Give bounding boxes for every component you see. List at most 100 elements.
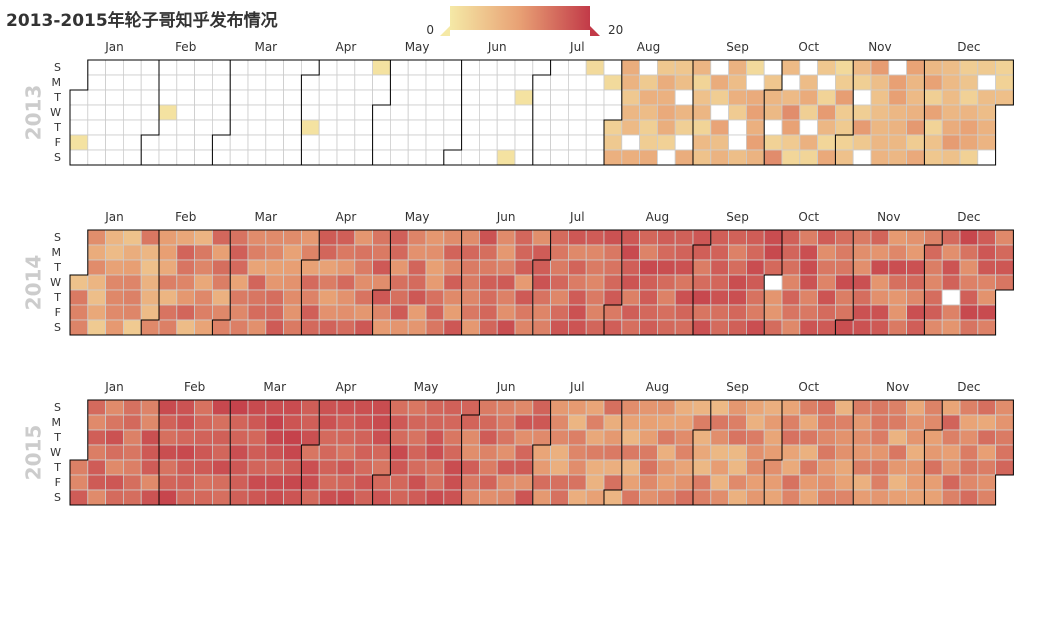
day-cell[interactable] bbox=[817, 489, 836, 506]
day-cell[interactable] bbox=[781, 244, 801, 261]
day-cell[interactable] bbox=[550, 59, 569, 76]
day-cell[interactable] bbox=[728, 229, 747, 246]
day-cell[interactable] bbox=[621, 134, 640, 151]
day-cell[interactable] bbox=[799, 289, 818, 306]
day-cell[interactable] bbox=[105, 304, 124, 321]
day-cell[interactable] bbox=[514, 414, 534, 431]
day-cell[interactable] bbox=[888, 459, 907, 476]
day-cell[interactable] bbox=[389, 289, 409, 306]
day-cell[interactable] bbox=[763, 399, 783, 416]
day-cell[interactable] bbox=[639, 429, 658, 446]
day-cell[interactable] bbox=[389, 244, 409, 261]
day-cell[interactable] bbox=[123, 459, 142, 476]
day-cell[interactable] bbox=[852, 399, 872, 416]
day-cell[interactable] bbox=[603, 489, 623, 506]
day-cell[interactable] bbox=[300, 474, 320, 491]
day-cell[interactable] bbox=[461, 119, 480, 136]
day-cell[interactable] bbox=[959, 444, 979, 461]
day-cell[interactable] bbox=[514, 474, 534, 491]
day-cell[interactable] bbox=[888, 414, 907, 431]
day-cell[interactable] bbox=[87, 399, 107, 416]
day-cell[interactable] bbox=[817, 229, 836, 246]
day-cell[interactable] bbox=[906, 229, 925, 246]
day-cell[interactable] bbox=[781, 274, 801, 291]
day-cell[interactable] bbox=[532, 289, 551, 306]
day-cell[interactable] bbox=[158, 319, 178, 336]
day-cell[interactable] bbox=[977, 149, 996, 166]
day-cell[interactable] bbox=[229, 259, 249, 276]
day-cell[interactable] bbox=[247, 444, 267, 461]
day-cell[interactable] bbox=[692, 59, 712, 76]
day-cell[interactable] bbox=[621, 319, 640, 336]
day-cell[interactable] bbox=[817, 429, 836, 446]
day-cell[interactable] bbox=[318, 429, 338, 446]
day-cell[interactable] bbox=[194, 119, 213, 136]
day-cell[interactable] bbox=[532, 89, 551, 106]
day-cell[interactable] bbox=[372, 289, 391, 306]
day-cell[interactable] bbox=[959, 89, 979, 106]
day-cell[interactable] bbox=[977, 399, 996, 416]
day-cell[interactable] bbox=[247, 59, 267, 76]
day-cell[interactable] bbox=[514, 89, 534, 106]
day-cell[interactable] bbox=[140, 414, 160, 431]
day-cell[interactable] bbox=[389, 259, 409, 276]
day-cell[interactable] bbox=[585, 259, 605, 276]
day-cell[interactable] bbox=[461, 444, 480, 461]
day-cell[interactable] bbox=[799, 244, 818, 261]
day-cell[interactable] bbox=[300, 289, 320, 306]
day-cell[interactable] bbox=[247, 104, 267, 121]
day-cell[interactable] bbox=[354, 474, 373, 491]
day-cell[interactable] bbox=[763, 429, 783, 446]
day-cell[interactable] bbox=[478, 134, 498, 151]
day-cell[interactable] bbox=[461, 474, 480, 491]
day-cell[interactable] bbox=[585, 274, 605, 291]
day-cell[interactable] bbox=[906, 289, 925, 306]
day-cell[interactable] bbox=[211, 459, 231, 476]
day-cell[interactable] bbox=[674, 134, 694, 151]
day-cell[interactable] bbox=[443, 304, 462, 321]
day-cell[interactable] bbox=[603, 244, 623, 261]
day-cell[interactable] bbox=[247, 119, 267, 136]
day-cell[interactable] bbox=[372, 414, 391, 431]
day-cell[interactable] bbox=[852, 274, 872, 291]
day-cell[interactable] bbox=[496, 429, 516, 446]
day-cell[interactable] bbox=[763, 89, 783, 106]
day-cell[interactable] bbox=[265, 289, 284, 306]
day-cell[interactable] bbox=[407, 459, 427, 476]
day-cell[interactable] bbox=[283, 489, 302, 506]
day-cell[interactable] bbox=[924, 119, 943, 136]
day-cell[interactable] bbox=[977, 489, 996, 506]
day-cell[interactable] bbox=[870, 259, 890, 276]
day-cell[interactable] bbox=[158, 104, 178, 121]
day-cell[interactable] bbox=[995, 459, 1014, 476]
day-cell[interactable] bbox=[265, 459, 284, 476]
day-cell[interactable] bbox=[265, 304, 284, 321]
day-cell[interactable] bbox=[514, 104, 534, 121]
day-cell[interactable] bbox=[407, 74, 427, 91]
day-cell[interactable] bbox=[799, 149, 818, 166]
day-cell[interactable] bbox=[123, 444, 142, 461]
day-cell[interactable] bbox=[425, 74, 445, 91]
day-cell[interactable] bbox=[336, 304, 356, 321]
day-cell[interactable] bbox=[443, 259, 462, 276]
day-cell[interactable] bbox=[835, 149, 854, 166]
day-cell[interactable] bbox=[443, 89, 462, 106]
day-cell[interactable] bbox=[977, 414, 996, 431]
day-cell[interactable] bbox=[959, 149, 979, 166]
day-cell[interactable] bbox=[229, 149, 249, 166]
day-cell[interactable] bbox=[425, 104, 445, 121]
day-cell[interactable] bbox=[852, 119, 872, 136]
day-cell[interactable] bbox=[389, 74, 409, 91]
day-cell[interactable] bbox=[425, 229, 445, 246]
day-cell[interactable] bbox=[728, 134, 747, 151]
day-cell[interactable] bbox=[389, 414, 409, 431]
day-cell[interactable] bbox=[639, 474, 658, 491]
day-cell[interactable] bbox=[674, 104, 694, 121]
day-cell[interactable] bbox=[568, 74, 587, 91]
day-cell[interactable] bbox=[817, 259, 836, 276]
day-cell[interactable] bbox=[176, 304, 196, 321]
day-cell[interactable] bbox=[496, 489, 516, 506]
day-cell[interactable] bbox=[674, 74, 694, 91]
day-cell[interactable] bbox=[283, 304, 302, 321]
day-cell[interactable] bbox=[300, 244, 320, 261]
